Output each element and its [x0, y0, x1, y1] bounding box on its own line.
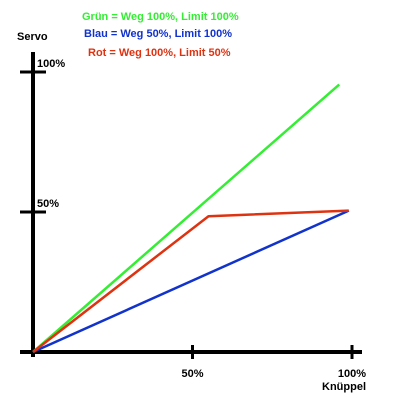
legend-red: Rot = Weg 100%, Limit 50%: [88, 47, 231, 59]
series-line-green: [32, 83, 341, 353]
y-tick-label-1: 100%: [37, 58, 65, 70]
x-axis-label: Knüppel: [322, 381, 366, 393]
series-line-red: [32, 209, 349, 353]
legend-blue: Blau = Weg 50%, Limit 100%: [84, 28, 232, 40]
x-tick-label-0: 50%: [181, 368, 203, 380]
legend-green: Grün = Weg 100%, Limit 100%: [82, 11, 239, 23]
x-tick-label-1: 100%: [338, 368, 366, 380]
series-line-blue: [32, 209, 350, 354]
y-axis-label: Servo: [17, 31, 48, 43]
y-tick-label-0: 50%: [37, 198, 59, 210]
